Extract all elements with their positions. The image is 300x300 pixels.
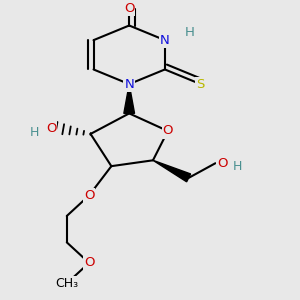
Text: O: O xyxy=(84,189,94,202)
Text: O: O xyxy=(217,157,227,170)
Text: S: S xyxy=(196,78,205,91)
Text: N: N xyxy=(124,78,134,91)
Text: N: N xyxy=(160,34,170,47)
Text: O: O xyxy=(124,2,134,15)
Text: H: H xyxy=(233,160,242,173)
Polygon shape xyxy=(124,84,134,113)
Polygon shape xyxy=(153,160,190,182)
Text: O: O xyxy=(84,256,94,269)
Text: O: O xyxy=(163,124,173,137)
Text: H: H xyxy=(29,126,39,139)
Text: CH₃: CH₃ xyxy=(55,277,78,290)
Text: O: O xyxy=(46,122,56,135)
Text: H: H xyxy=(185,26,195,39)
